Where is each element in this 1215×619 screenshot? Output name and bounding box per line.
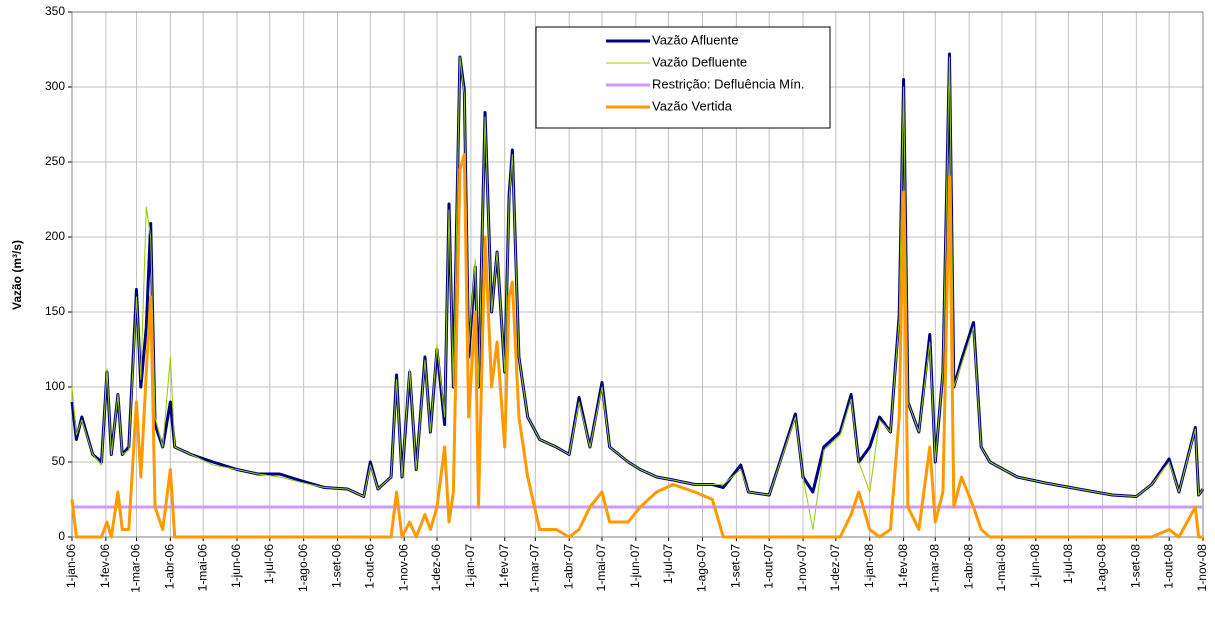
x-tick-label: 1-jun-06 [229,544,243,588]
x-tick-label: 1-out-07 [761,544,775,589]
x-tick-label: 1-ago-08 [1095,544,1109,592]
x-tick-label: 1-abr-08 [961,544,975,590]
x-tick-label: 1-ago-07 [695,544,709,592]
x-tick-label: 1-fev-08 [896,544,910,588]
legend-label: Vazão Vertida [652,98,733,113]
y-tick-label: 100 [45,379,65,393]
y-tick-label: 200 [45,229,65,243]
legend-label: Restrição: Defluência Mín. [652,76,804,91]
x-tick-label: 1-ago-06 [296,544,310,592]
series-line [70,153,1203,539]
legend-label: Vazão Defluente [652,54,747,69]
series-line [71,56,1204,530]
plot-border [71,11,1204,538]
x-tick-label: 1-jul-08 [1061,544,1075,584]
legend-label: Vazão Afluente [652,32,739,47]
x-tick-label: 1-jun-08 [1028,544,1042,588]
x-tick-label: 1-mai-06 [195,544,209,592]
x-tick-label: 1-jan-08 [862,544,876,588]
x-tick-label: 1-set-07 [729,544,743,588]
x-tick-label: 1-dez-07 [828,544,842,592]
x-tick-label: 1-abr-07 [561,544,575,590]
y-tick-label: 50 [52,454,66,468]
x-tick-label: 1-nov-06 [396,544,410,592]
x-tick-label: 1-mai-07 [594,544,608,592]
y-tick-label: 150 [45,304,65,318]
x-tick-label: 1-nov-07 [795,544,809,592]
x-tick-label: 1-nov-08 [1195,544,1209,592]
y-tick-label: 350 [45,4,65,18]
x-tick-label: 1-jan-07 [463,544,477,588]
x-tick-label: 1-set-08 [1129,544,1143,588]
x-tick-label: 1-mar-08 [927,544,941,593]
x-tick-label: 1-jun-07 [628,544,642,588]
x-tick-label: 1-abr-06 [163,544,177,590]
y-tick-label: 0 [58,529,65,543]
legend-box [535,26,831,129]
y-tick-label: 300 [45,79,65,93]
x-tick-label: 1-set-06 [330,544,344,588]
y-tick-label: 250 [45,154,65,168]
x-tick-label: 1-fev-06 [98,544,112,588]
x-tick-label: 1-fev-07 [497,544,511,588]
x-tick-label: 1-dez-06 [429,544,443,592]
x-tick-label: 1-out-08 [1161,544,1175,589]
x-tick-label: 1-mar-07 [527,544,541,593]
x-tick-label: 1-out-06 [362,544,376,589]
x-tick-label: 1-jul-06 [262,544,276,584]
x-tick-label: 1-mar-06 [129,544,143,593]
y-axis-label: Vazão (m³/s) [10,240,24,310]
x-tick-label: 1-mai-08 [994,544,1008,592]
x-tick-label: 1-jan-06 [64,544,78,588]
x-tick-label: 1-jul-07 [661,544,675,584]
